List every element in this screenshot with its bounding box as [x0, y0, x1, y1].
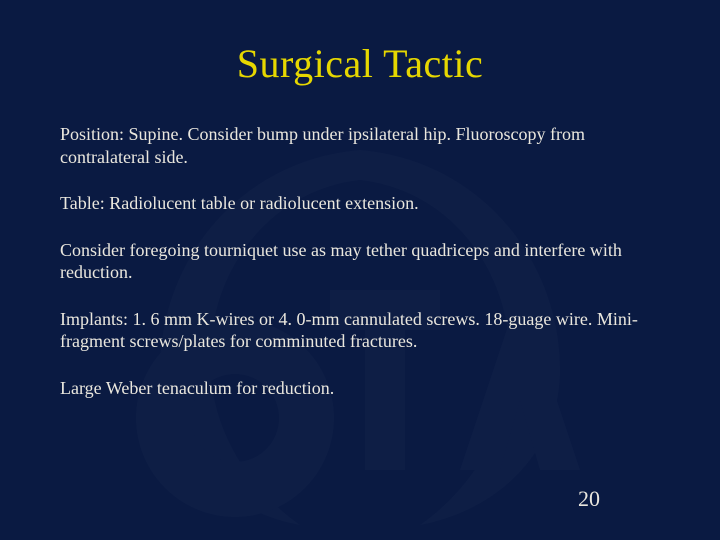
slide-content: Surgical Tactic Position: Supine. Consid…: [0, 0, 720, 540]
slide-title: Surgical Tactic: [60, 40, 660, 87]
paragraph: Table: Radiolucent table or radiolucent …: [60, 192, 660, 215]
paragraph: Large Weber tenaculum for reduction.: [60, 377, 660, 400]
paragraph: Position: Supine. Consider bump under ip…: [60, 123, 660, 168]
paragraph: Consider foregoing tourniquet use as may…: [60, 239, 660, 284]
page-number: 20: [578, 486, 600, 512]
paragraph: Implants: 1. 6 mm K-wires or 4. 0-mm can…: [60, 308, 660, 353]
